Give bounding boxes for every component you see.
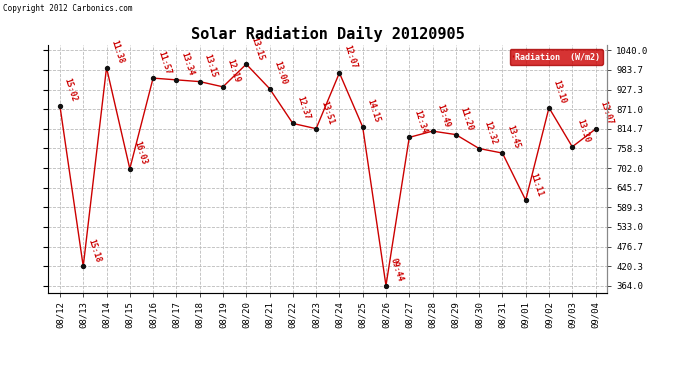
Text: 13:49: 13:49 bbox=[435, 102, 451, 128]
Point bbox=[357, 124, 368, 130]
Text: 13:34: 13:34 bbox=[179, 51, 195, 77]
Text: 15:18: 15:18 bbox=[86, 238, 102, 264]
Point bbox=[451, 132, 462, 138]
Point bbox=[544, 105, 555, 111]
Text: 11:38: 11:38 bbox=[109, 39, 126, 65]
Point bbox=[590, 126, 601, 132]
Text: 13:51: 13:51 bbox=[319, 100, 335, 126]
Text: 13:15: 13:15 bbox=[202, 53, 219, 79]
Text: Copyright 2012 Carbonics.com: Copyright 2012 Carbonics.com bbox=[3, 4, 133, 13]
Text: 13:15: 13:15 bbox=[249, 35, 265, 62]
Text: 13:30: 13:30 bbox=[575, 118, 591, 144]
Text: 11:57: 11:57 bbox=[156, 50, 172, 75]
Point bbox=[241, 61, 252, 67]
Text: 13:00: 13:00 bbox=[273, 60, 288, 86]
Point bbox=[55, 103, 66, 109]
Text: 13:07: 13:07 bbox=[598, 100, 614, 126]
Point bbox=[520, 197, 531, 203]
Point bbox=[566, 144, 578, 150]
Point bbox=[310, 126, 322, 132]
Point bbox=[194, 79, 205, 85]
Text: 11:11: 11:11 bbox=[529, 171, 544, 197]
Point bbox=[78, 263, 89, 269]
Text: 12:37: 12:37 bbox=[295, 94, 312, 121]
Text: 12:19: 12:19 bbox=[226, 58, 241, 84]
Text: 12:32: 12:32 bbox=[482, 120, 498, 146]
Text: 16:03: 16:03 bbox=[132, 140, 148, 166]
Text: 12:07: 12:07 bbox=[342, 44, 358, 70]
Point bbox=[380, 282, 391, 288]
Title: Solar Radiation Daily 20120905: Solar Radiation Daily 20120905 bbox=[191, 27, 464, 42]
Point bbox=[473, 146, 484, 152]
Text: 13:10: 13:10 bbox=[552, 79, 568, 105]
Point bbox=[427, 128, 438, 134]
Text: 14:15: 14:15 bbox=[366, 98, 382, 124]
Point bbox=[217, 84, 228, 90]
Text: 13:45: 13:45 bbox=[505, 124, 521, 150]
Point bbox=[148, 75, 159, 81]
Legend: Radiation  (W/m2): Radiation (W/m2) bbox=[510, 49, 603, 65]
Text: 15:02: 15:02 bbox=[63, 77, 79, 103]
Text: 12:34: 12:34 bbox=[412, 109, 428, 135]
Point bbox=[124, 166, 135, 172]
Point bbox=[264, 86, 275, 92]
Point bbox=[101, 64, 112, 70]
Text: 11:20: 11:20 bbox=[459, 106, 475, 132]
Point bbox=[171, 77, 182, 83]
Point bbox=[334, 70, 345, 76]
Point bbox=[287, 120, 298, 126]
Text: 09:44: 09:44 bbox=[388, 257, 405, 283]
Point bbox=[497, 150, 508, 156]
Point bbox=[404, 134, 415, 140]
